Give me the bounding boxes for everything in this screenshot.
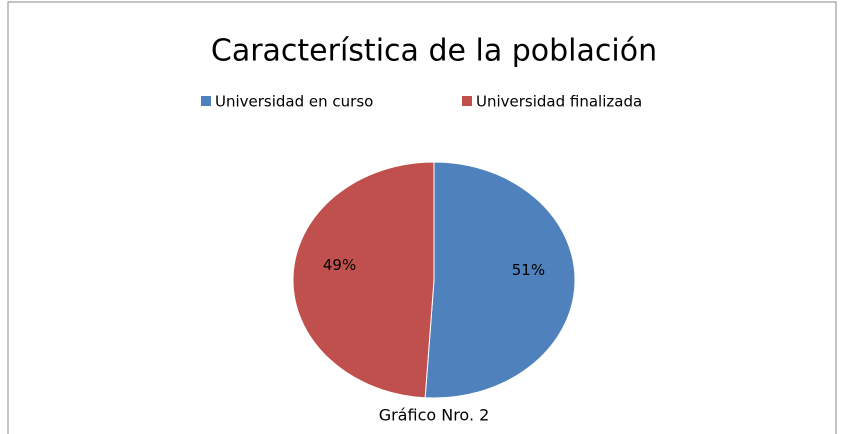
legend-swatch xyxy=(462,96,472,106)
value-label: 49% xyxy=(323,256,356,274)
legend-label: Universidad finalizada xyxy=(476,93,642,111)
legend-label: Universidad en curso xyxy=(215,93,373,111)
chart-caption: Gráfico Nro. 2 xyxy=(379,406,490,425)
pie-slice xyxy=(292,161,435,399)
legend-swatch xyxy=(201,96,211,106)
value-label: 51% xyxy=(512,261,545,279)
pie-slice xyxy=(424,161,576,399)
chart-title: Característica de la población xyxy=(211,34,657,69)
